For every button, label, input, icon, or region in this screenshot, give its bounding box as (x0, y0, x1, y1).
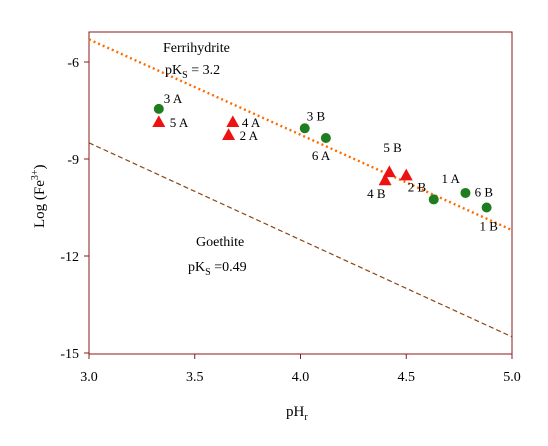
data-point-triangle (382, 165, 396, 178)
point-label: 1 A (441, 171, 460, 186)
ferrihydrite-line (88, 38, 513, 232)
x-tick-label: 4.5 (398, 370, 416, 385)
goethite-line (88, 142, 513, 338)
point-label: 6 B (475, 185, 494, 200)
y-axis-title: Log (Fe3+) (30, 164, 48, 228)
x-axis-ticks: 3.0 3.5 4.0 4.5 5.0 (80, 354, 521, 385)
point-label: 5 B (383, 140, 402, 155)
data-point-triangle (226, 115, 240, 128)
point-label: 4 B (367, 186, 386, 201)
reference-lines (88, 38, 513, 338)
y-tick-label: -9 (67, 153, 79, 168)
x-tick-label: 4.0 (292, 370, 310, 385)
goethite-title: Goethite (196, 235, 244, 250)
plot-frame (88, 31, 513, 355)
y-tick-label: -12 (60, 250, 79, 265)
data-point-circle (481, 202, 492, 213)
goethite-pks: pKS =0.49 (188, 260, 247, 278)
point-label: 1 B (480, 219, 499, 234)
data-points (152, 103, 492, 213)
point-label: 6 A (312, 148, 331, 163)
data-point-circle (428, 194, 439, 205)
data-point-circle (153, 103, 164, 114)
y-tick-label: -6 (67, 56, 79, 71)
ferrihydrite-pks: pKS = 3.2 (165, 63, 220, 81)
y-axis-ticks: -6 -9 -12 -15 (60, 56, 89, 362)
point-label: 3 B (307, 108, 326, 123)
point-label: 5 A (170, 115, 189, 130)
point-labels: 3 A 3 B 6 A 2 B 1 A 6 B 5 A 4 A2 A 5 B 4 B 1 B (164, 91, 498, 234)
point-label: 3 A (164, 91, 183, 106)
point-label: 2 A (240, 128, 259, 143)
data-point-triangle (399, 168, 413, 181)
x-tick-label: 5.0 (503, 370, 521, 385)
x-axis-title: pHr (286, 404, 308, 423)
point-label: 2 B (408, 179, 427, 194)
data-point-circle (320, 132, 331, 143)
data-point-triangle (222, 128, 236, 140)
point-label: 4 A (242, 115, 261, 130)
data-point-circle (460, 187, 471, 198)
y-tick-label: -15 (60, 347, 79, 362)
ferrihydrite-title: Ferrihydrite (163, 41, 230, 56)
x-tick-label: 3.0 (80, 370, 98, 385)
x-tick-label: 3.5 (186, 370, 204, 385)
data-point-circle (299, 123, 310, 134)
data-point-triangle (378, 173, 392, 186)
data-point-triangle (152, 115, 166, 128)
